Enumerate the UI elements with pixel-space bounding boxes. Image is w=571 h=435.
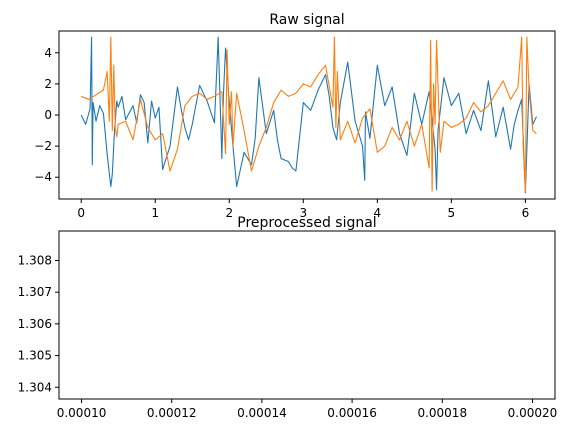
y-tick-label: 1.306 <box>18 317 52 331</box>
x-tick-label: 0.00020 <box>508 406 558 420</box>
x-tick-label: 4 <box>374 206 382 220</box>
series-line-2 <box>80 36 537 192</box>
x-tick-label: 0.00014 <box>237 406 287 420</box>
preprocessed-signal-plot-area: 0.00010 0.00012 0.00014 0.00016 0.00018 0.000… <box>18 253 558 420</box>
x-tick-label: 0.00010 <box>57 406 107 420</box>
x-tick-label: 3 <box>299 206 307 220</box>
y-tick-label: 1.304 <box>18 380 52 394</box>
raw-signal-plot-area: 0 1 2 3 4 5 6 −4 −2 0 2 4 <box>34 36 537 220</box>
series-line-1 <box>80 36 537 194</box>
y-tick-label: 1.307 <box>18 285 52 299</box>
x-tick-label: 6 <box>522 206 530 220</box>
y-tick-label: 2 <box>44 77 52 91</box>
y-tick-label: 1.305 <box>18 349 52 363</box>
preprocessed-signal-axes-frame <box>58 230 556 400</box>
y-tick-label: 0 <box>44 108 52 122</box>
chart-title-raw: Raw signal <box>269 12 344 28</box>
raw-signal-chart: Raw signal 0 1 2 3 4 5 6 −4 −2 0 2 4 <box>34 12 556 220</box>
y-tick-label: 4 <box>44 46 52 60</box>
x-tick-label: 5 <box>448 206 456 220</box>
preprocessed-signal-chart: Preprocessed signal 0.00010 0.00012 0.0001… <box>18 215 558 420</box>
chart-title-preprocessed: Preprocessed signal <box>237 215 376 231</box>
x-tick-label: 0 <box>77 206 85 220</box>
y-tick-label: −4 <box>34 170 52 184</box>
x-tick-label: 2 <box>225 206 233 220</box>
x-tick-label: 0.00018 <box>417 406 467 420</box>
x-tick-label: 0.00012 <box>147 406 197 420</box>
raw-signal-axes-frame <box>58 30 556 200</box>
x-tick-label: 0.00016 <box>327 406 377 420</box>
y-tick-label: 1.308 <box>18 253 52 267</box>
y-tick-label: −2 <box>34 139 52 153</box>
x-tick-label: 1 <box>151 206 159 220</box>
